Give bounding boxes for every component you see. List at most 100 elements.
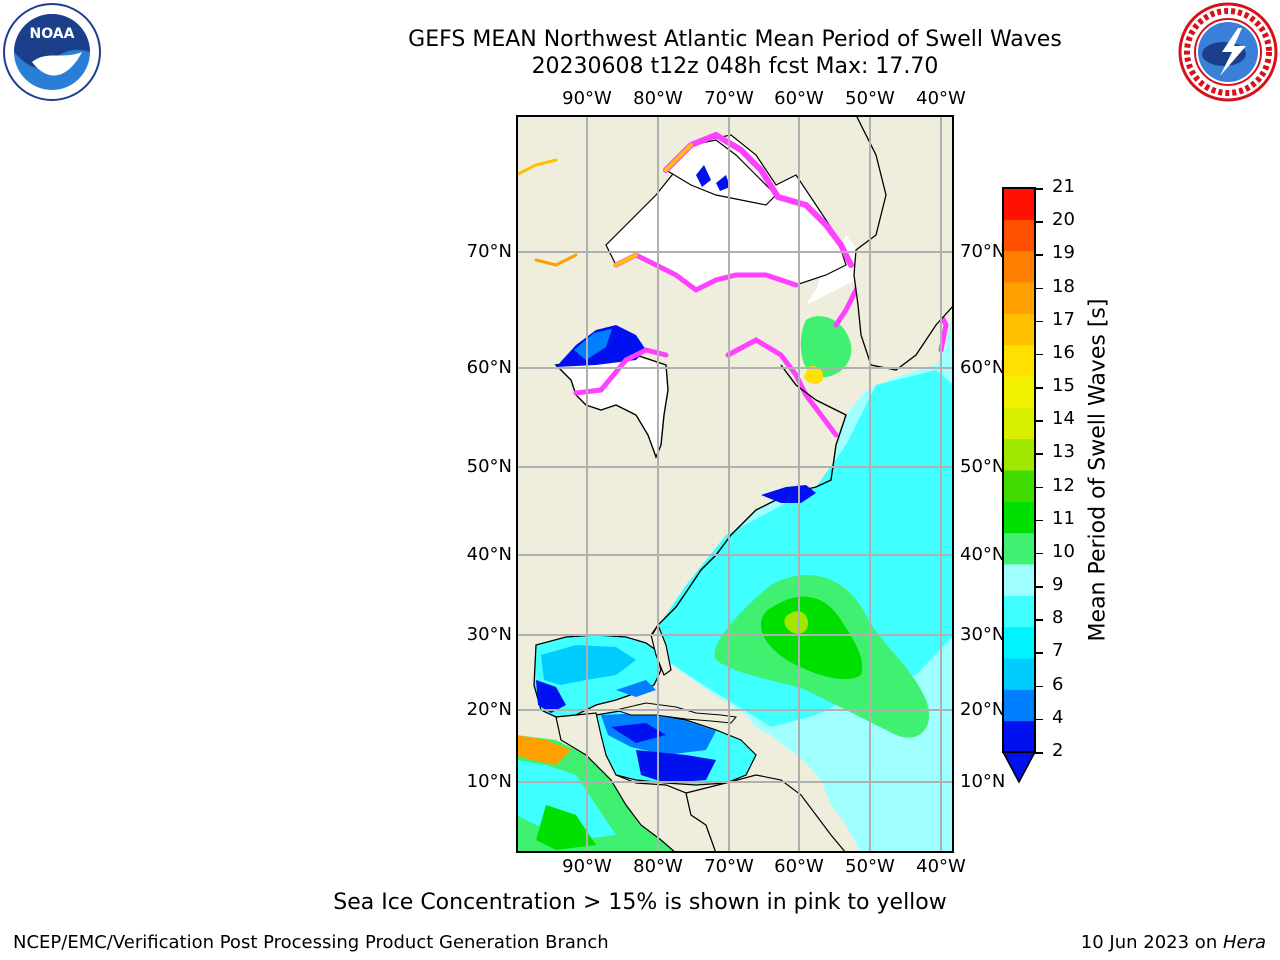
colorbar-tick-label: 14 [1052, 408, 1075, 430]
colorbar-tick-label: 19 [1052, 242, 1075, 264]
colorbar-tick-mark [1035, 221, 1043, 223]
footer-credit: NCEP/EMC/Verification Post Processing Pr… [13, 932, 609, 953]
sea-ice-edges [516, 131, 949, 438]
footer-date: 10 Jun 2023 on Hera [1081, 932, 1266, 953]
colorbar-segment [1003, 250, 1035, 283]
greater-antilles [614, 702, 737, 724]
colorbar-tick-mark [1035, 752, 1043, 754]
lon-label-top: 70°W [704, 88, 754, 109]
map-panel [516, 115, 954, 853]
colorbar-segment [1003, 470, 1035, 502]
colorbar-extend-triangle [1001, 751, 1037, 784]
gulf-st-lawrence [761, 485, 816, 503]
lon-label-bottom: 50°W [845, 856, 895, 877]
footer-host: Hera [1222, 932, 1266, 953]
colorbar-segment [1003, 188, 1035, 220]
colorbar-tick-mark [1035, 586, 1043, 588]
swell-yellow-north [804, 365, 824, 384]
swell-yellow-green-spot [784, 611, 808, 634]
lon-label-bottom: 70°W [704, 856, 754, 877]
colorbar-tick-mark [1035, 486, 1043, 489]
colorbar-tick-label: 16 [1052, 341, 1075, 363]
colorbar-segment [1003, 532, 1035, 565]
colorbar-tick-mark [1035, 685, 1043, 688]
colorbar-segment [1003, 313, 1035, 346]
colorbar-segment [1003, 376, 1035, 408]
south-america [685, 774, 847, 853]
lon-label-bottom: 90°W [562, 856, 612, 877]
colorbar-tick-mark [1035, 552, 1043, 555]
lat-label-right: 60°N [960, 357, 1006, 378]
lat-label-right: 10°N [960, 771, 1006, 792]
lon-label-top: 40°W [916, 88, 966, 109]
lon-label-top: 60°W [774, 88, 824, 109]
colorbar-tick-mark [1035, 652, 1043, 654]
lat-label-right: 20°N [960, 699, 1006, 720]
lon-label-bottom: 80°W [633, 856, 683, 877]
colorbar-tick-mark [1035, 420, 1043, 422]
ocean-cyan-patch [816, 491, 919, 564]
colorbar-tick-label: 6 [1052, 673, 1064, 695]
title-line-1: GEFS MEAN Northwest Atlantic Mean Period… [408, 27, 1062, 52]
colorbar-tick-label: 10 [1052, 540, 1075, 562]
footer-date-text: 10 Jun 2023 on [1080, 932, 1223, 953]
colorbar-tick-label: 9 [1052, 574, 1064, 596]
lat-label-left: 40°N [466, 544, 512, 565]
colorbar-segment [1003, 658, 1035, 690]
lon-label-top: 50°W [845, 88, 895, 109]
swell-green-north [800, 316, 852, 378]
colorbar-tick-mark [1035, 387, 1043, 389]
svg-text:NOAA: NOAA [30, 26, 75, 42]
map-frame [516, 115, 954, 853]
lat-label-right: 50°N [960, 456, 1006, 477]
colorbar-tick-label: 11 [1052, 507, 1075, 529]
lon-label-top: 80°W [633, 88, 683, 109]
colorbar-tick-label: 20 [1052, 209, 1075, 231]
colorbar-segment [1003, 438, 1035, 471]
title-line-2: 20230608 t12z 048h fcst Max: 17.70 [531, 54, 939, 79]
colorbar-tick-label: 17 [1052, 308, 1075, 330]
colorbar-frame [1002, 187, 1036, 753]
lon-label-top: 90°W [562, 88, 612, 109]
colorbar-tick-label: 2 [1052, 740, 1064, 761]
lat-label-left: 70°N [466, 241, 512, 262]
colorbar-tick-label: 15 [1052, 375, 1075, 397]
colorbar-segment [1003, 564, 1035, 596]
lat-label-left: 10°N [466, 771, 512, 792]
hudson-bay [554, 354, 669, 459]
lon-label-bottom: 40°W [916, 856, 966, 877]
lat-label-left: 60°N [466, 357, 512, 378]
colorbar-tick-label: 18 [1052, 275, 1075, 297]
colorbar-segment [1003, 595, 1035, 628]
colorbar-tick-label: 4 [1052, 706, 1064, 728]
colorbar-tick-mark [1035, 353, 1043, 356]
colorbar-tick-label: 12 [1052, 474, 1075, 496]
colorbar-segment [1003, 282, 1035, 314]
colorbar-segment [1003, 626, 1035, 659]
greenland [853, 115, 954, 371]
colorbar [1001, 187, 1037, 784]
colorbar-segment [1003, 501, 1035, 534]
colorbar-segment [1003, 407, 1035, 440]
colorbar-tick-label: 13 [1052, 441, 1075, 463]
colorbar-tick-label: 7 [1052, 640, 1064, 662]
colorbar-tick-mark [1035, 519, 1043, 522]
plot-title: GEFS MEAN Northwest Atlantic Mean Period… [380, 26, 1090, 80]
colorbar-tick-mark [1035, 254, 1043, 256]
nws-logo [1178, 2, 1278, 102]
colorbar-segment [1003, 720, 1035, 753]
colorbar-tick-label: 21 [1052, 176, 1075, 197]
lat-label-left: 20°N [466, 699, 512, 720]
colorbar-tick-mark [1035, 320, 1043, 323]
colorbar-tick-mark [1035, 188, 1043, 190]
sea-ice-note: Sea Ice Concentration > 15% is shown in … [333, 890, 947, 915]
graticule [516, 115, 954, 853]
colorbar-tick-mark [1035, 453, 1043, 455]
lat-label-left: 50°N [466, 456, 512, 477]
lat-label-right: 30°N [960, 624, 1006, 645]
colorbar-segment [1003, 689, 1035, 722]
lat-label-right: 70°N [960, 241, 1006, 262]
lat-label-right: 40°N [960, 544, 1006, 565]
lon-label-bottom: 60°W [774, 856, 824, 877]
lat-label-left: 30°N [466, 624, 512, 645]
